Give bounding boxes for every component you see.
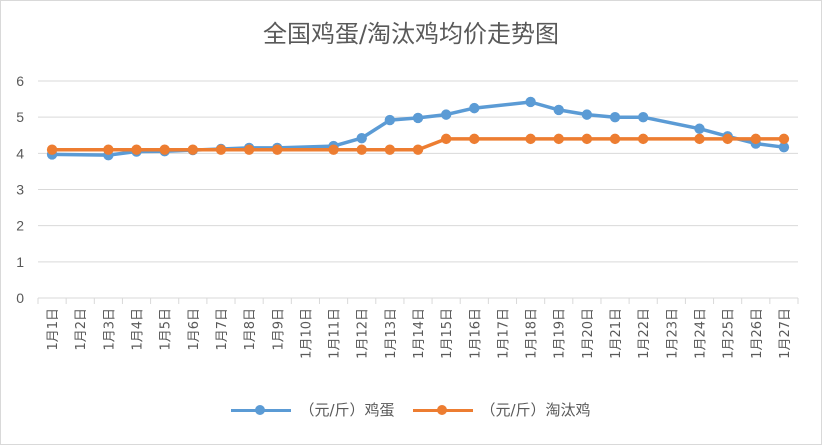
series-point-1: [243, 144, 255, 155]
series-point-1: [581, 133, 593, 145]
series-point-0: [609, 111, 621, 123]
legend-label-egg: （元/斤）鸡蛋: [299, 401, 395, 419]
x-tick-label: 1月23日: [665, 308, 680, 359]
series-point-0: [440, 109, 452, 120]
x-tick-label: 1月12日: [356, 308, 371, 359]
series-point-0: [412, 112, 424, 124]
series-point-1: [159, 144, 170, 155]
series-point-1: [356, 144, 367, 155]
legend-swatch-hen: [412, 403, 473, 417]
x-tick-label: 1月16日: [468, 308, 483, 359]
chart-legend: （元/斤）鸡蛋 （元/斤）淘汰鸡: [0, 399, 822, 420]
x-tick-label: 1月25日: [722, 308, 737, 359]
series-point-1: [440, 133, 452, 145]
y-tick-label: 3: [16, 182, 24, 198]
x-tick-label: 1月19日: [553, 308, 568, 359]
series-point-1: [722, 133, 733, 145]
series-point-1: [609, 133, 621, 145]
series-point-1: [469, 133, 480, 145]
y-tick-label: 2: [16, 218, 24, 234]
x-tick-label: 1月10日: [299, 308, 314, 359]
x-tick-label: 1月9日: [271, 308, 286, 351]
series-point-1: [215, 144, 227, 155]
x-tick-label: 1月24日: [693, 308, 708, 359]
x-tick-label: 1月13日: [384, 308, 399, 359]
series-point-1: [553, 133, 564, 145]
series-point-1: [637, 133, 649, 145]
series-point-0: [637, 111, 649, 123]
series-point-1: [46, 144, 58, 155]
x-tick-label: 1月11日: [328, 308, 343, 359]
series-point-1: [187, 144, 199, 155]
x-tick-label: 1月20日: [581, 308, 596, 359]
y-tick-label: 6: [16, 73, 24, 89]
y-tick-label: 0: [16, 290, 24, 306]
x-tick-label: 1月22日: [637, 308, 652, 359]
series-point-1: [272, 144, 283, 155]
series-point-0: [778, 141, 790, 153]
x-tick-label: 1月17日: [496, 308, 511, 359]
series-point-0: [581, 109, 593, 120]
x-tick-label: 1月27日: [778, 308, 793, 359]
y-tick-label: 4: [16, 145, 24, 161]
x-tick-label: 1月7日: [215, 308, 230, 351]
legend-swatch-egg: [231, 403, 292, 417]
x-tick-label: 1月14日: [412, 308, 427, 359]
y-tick-label: 1: [16, 254, 24, 270]
x-tick-label: 1月18日: [525, 308, 540, 359]
x-tick-label: 1月8日: [243, 308, 258, 351]
series-point-1: [525, 133, 536, 145]
series-point-0: [469, 102, 480, 114]
legend-item-hen: （元/斤）淘汰鸡: [412, 399, 591, 420]
series-point-1: [103, 144, 114, 155]
series-point-1: [131, 144, 142, 155]
series-point-1: [694, 133, 705, 145]
series-point-0: [694, 123, 705, 134]
x-tick-label: 1月5日: [159, 308, 174, 351]
series-point-1: [328, 144, 339, 155]
series-point-0: [553, 104, 564, 116]
series-point-1: [778, 133, 790, 145]
series-point-1: [412, 144, 424, 155]
x-tick-label: 1月15日: [440, 308, 455, 359]
legend-item-egg: （元/斤）鸡蛋: [231, 399, 395, 420]
y-tick-label: 5: [16, 109, 24, 125]
legend-label-hen: （元/斤）淘汰鸡: [480, 401, 591, 419]
series-point-0: [384, 114, 396, 126]
x-tick-label: 1月6日: [187, 308, 202, 351]
series-point-1: [384, 144, 396, 155]
chart-title: 全国鸡蛋/淘汰鸡均价走势图: [262, 20, 560, 48]
x-tick-label: 1月1日: [46, 308, 61, 351]
x-tick-label: 1月4日: [131, 308, 146, 351]
x-tick-label: 1月21日: [609, 308, 624, 359]
x-tick-label: 1月26日: [750, 308, 765, 359]
x-tick-label: 1月2日: [74, 308, 89, 351]
series-point-0: [356, 132, 367, 144]
x-tick-label: 1月3日: [102, 308, 117, 351]
series-point-0: [525, 96, 536, 108]
series-point-1: [750, 133, 761, 145]
